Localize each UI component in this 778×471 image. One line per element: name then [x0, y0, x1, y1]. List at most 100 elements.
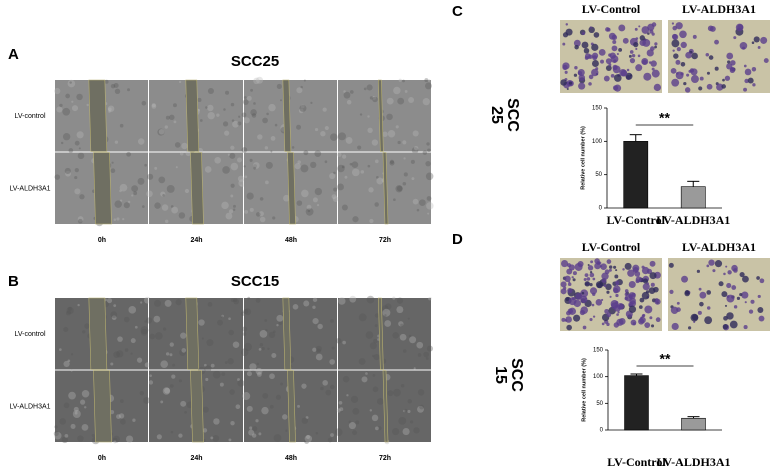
texture: [140, 328, 148, 336]
texture: [63, 402, 70, 409]
texture: [336, 408, 341, 413]
wound-gap: [382, 370, 389, 443]
texture: [162, 387, 171, 395]
texture: [139, 390, 144, 396]
texture: [119, 123, 124, 128]
texture: [416, 208, 420, 212]
cell: [649, 272, 657, 280]
texture: [78, 147, 81, 150]
texture: [259, 216, 266, 223]
texture: [296, 200, 303, 206]
texture: [125, 435, 134, 443]
cell: [584, 281, 590, 287]
texture: [376, 177, 384, 185]
texture: [149, 333, 156, 340]
texture: [232, 341, 240, 348]
texture: [114, 88, 121, 94]
texture: [376, 398, 384, 405]
cell: [730, 60, 736, 66]
texture: [199, 119, 203, 122]
cell: [564, 70, 568, 74]
texture: [172, 103, 177, 108]
texture: [227, 358, 234, 365]
texture: [397, 140, 401, 145]
cell: [679, 30, 687, 39]
cell: [627, 269, 635, 277]
texture: [175, 166, 178, 169]
texture: [314, 127, 319, 132]
texture: [80, 399, 86, 405]
texture: [137, 177, 145, 185]
texture: [231, 119, 235, 122]
texture: [70, 369, 73, 372]
cell: [603, 284, 607, 288]
texture: [244, 210, 249, 214]
cell: [646, 49, 654, 57]
texture: [81, 423, 89, 431]
texture: [300, 104, 305, 109]
cell: [640, 316, 643, 319]
texture: [275, 394, 282, 400]
cell: [706, 71, 710, 75]
time-label: 72h: [379, 237, 391, 244]
texture: [140, 301, 143, 304]
cell: [624, 296, 628, 301]
cell: [685, 51, 692, 59]
texture: [349, 295, 357, 303]
texture: [140, 326, 149, 335]
cell: [584, 53, 591, 60]
cell: [739, 292, 743, 297]
cell: [605, 27, 610, 32]
cell: [635, 64, 643, 72]
cell: [595, 281, 604, 289]
texture: [84, 406, 87, 409]
texture: [411, 177, 415, 181]
texture: [252, 426, 258, 432]
cell: [600, 263, 607, 270]
texture: [53, 431, 59, 437]
texture: [175, 299, 182, 306]
texture: [244, 175, 248, 179]
x-tick-label: LV-Control: [607, 455, 666, 469]
texture: [164, 299, 172, 307]
cell: [608, 268, 612, 272]
cell: [733, 36, 737, 40]
texture: [324, 125, 329, 131]
cell: [612, 39, 617, 44]
texture: [228, 329, 234, 336]
texture: [376, 176, 379, 179]
cell: [635, 276, 642, 283]
texture: [247, 296, 251, 300]
texture: [333, 187, 338, 192]
texture: [137, 138, 145, 145]
cell: [624, 262, 632, 270]
cell: [573, 73, 578, 77]
texture: [207, 87, 214, 95]
texture: [330, 133, 338, 141]
cell: [671, 322, 679, 331]
texture: [322, 107, 327, 112]
texture: [393, 86, 401, 95]
cell: [565, 23, 569, 26]
texture: [184, 411, 187, 414]
cell: [580, 306, 589, 314]
texture: [272, 330, 276, 334]
texture: [242, 392, 251, 400]
texture: [178, 212, 186, 219]
cell: [671, 22, 675, 25]
texture: [334, 428, 343, 436]
texture: [63, 360, 70, 368]
texture: [403, 172, 408, 177]
texture: [240, 184, 243, 187]
cell: [608, 32, 616, 40]
cell: [690, 75, 699, 84]
texture: [269, 404, 274, 409]
texture: [322, 380, 328, 386]
cell: [566, 324, 572, 331]
texture: [258, 348, 262, 351]
texture: [237, 121, 242, 126]
cell: [684, 87, 691, 93]
texture: [255, 212, 261, 217]
texture: [237, 175, 245, 182]
texture: [373, 353, 380, 361]
